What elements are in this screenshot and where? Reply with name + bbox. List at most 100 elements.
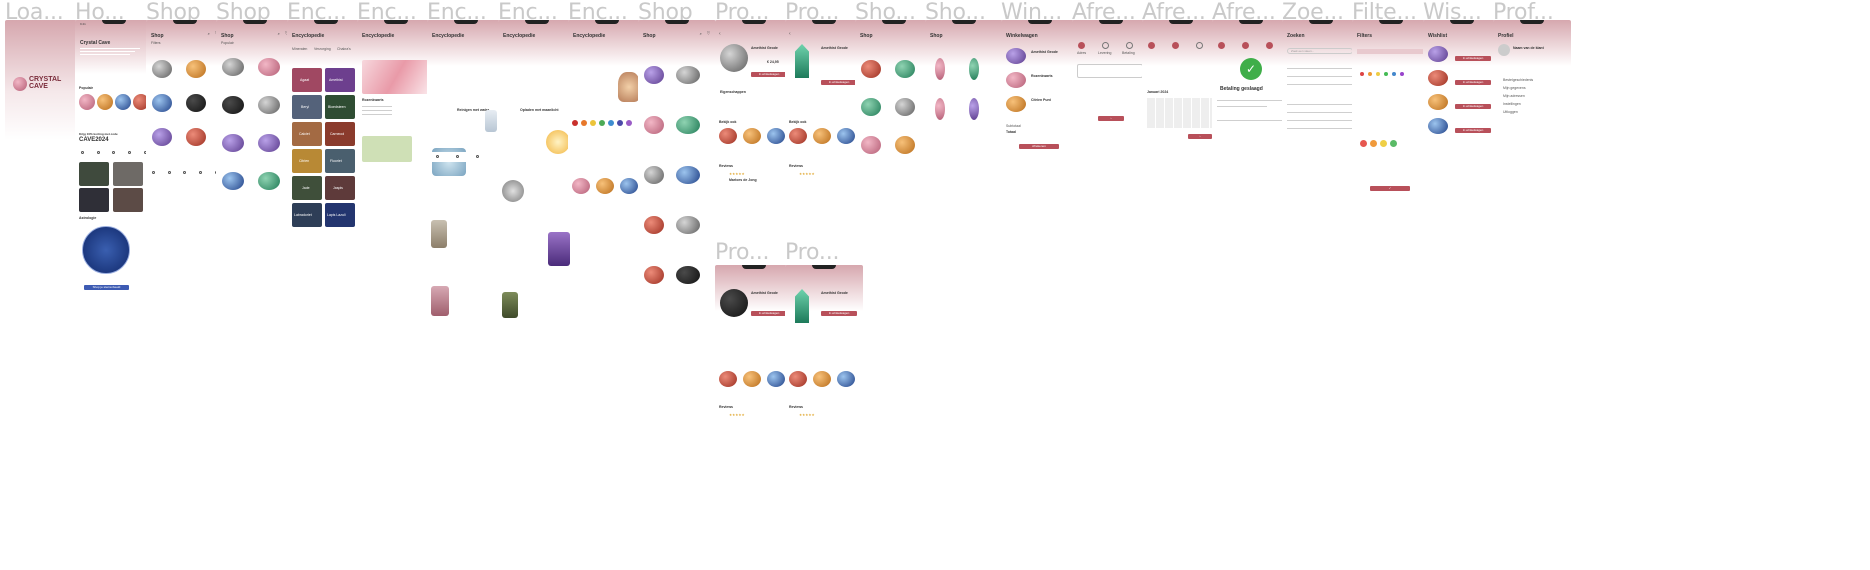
add-to-cart-button[interactable]: In winkelwagen (821, 80, 857, 85)
apply-filters-button[interactable]: ✓ (1370, 186, 1410, 191)
mineral-tile[interactable]: Bloedsteen (325, 95, 355, 119)
profile-menu-item[interactable]: Mijn gegevens (1503, 86, 1526, 90)
nav-wishlist[interactable] (128, 151, 132, 155)
product-image[interactable] (676, 66, 700, 84)
back-icon[interactable]: ‹ (789, 31, 791, 37)
color-swatch[interactable] (1400, 72, 1404, 76)
product-image[interactable] (596, 178, 614, 194)
header-icons[interactable]: ⌕ ♡ (277, 31, 290, 36)
profile-menu-item[interactable]: Bestelgeschiedenis (1503, 78, 1534, 82)
product-image[interactable] (861, 98, 881, 116)
add-to-cart-button[interactable]: In winkelwagen (1455, 80, 1491, 85)
mineral-tile[interactable]: Lapis Lazuli (325, 203, 355, 227)
product-image[interactable] (644, 166, 664, 184)
price-range-slider[interactable] (1357, 44, 1423, 54)
chakra-filter[interactable] (1360, 140, 1367, 147)
product-thumb[interactable] (719, 128, 737, 144)
add-to-cart-button[interactable]: In winkelwagen (1455, 128, 1491, 133)
product-image[interactable] (222, 134, 244, 152)
product-image[interactable] (895, 60, 915, 78)
nav-wishlist[interactable] (199, 171, 203, 175)
category-card[interactable] (79, 162, 109, 186)
address-card[interactable] (1077, 64, 1143, 78)
mineral-tile[interactable]: Carneool (325, 122, 355, 146)
color-swatch[interactable] (1376, 72, 1380, 76)
product-thumb[interactable] (789, 128, 807, 144)
mineral-tile[interactable]: Jaspis (325, 176, 355, 200)
product-image[interactable] (152, 128, 172, 146)
tab-chakras[interactable]: Chakra's (337, 47, 351, 51)
product-image[interactable] (861, 136, 881, 154)
chakra-dot[interactable] (599, 120, 605, 126)
product-image[interactable] (572, 178, 590, 194)
profile-menu-item[interactable]: Mijn adressen (1503, 94, 1525, 98)
checkout-button[interactable]: Afrekenen (1019, 144, 1059, 149)
product-image[interactable] (186, 128, 206, 146)
product-image[interactable] (676, 116, 700, 134)
category-card[interactable] (113, 188, 143, 212)
mineral-tile[interactable]: Labradoriet (292, 203, 322, 227)
product-image[interactable] (186, 60, 206, 78)
wishlist-item-image[interactable] (1428, 118, 1448, 134)
product-image[interactable] (969, 58, 979, 80)
header-icons[interactable]: ⌕ ♡ (207, 31, 220, 36)
product-image[interactable] (895, 98, 915, 116)
product-thumb[interactable] (767, 128, 785, 144)
chakra-dot[interactable] (617, 120, 623, 126)
product-image[interactable] (644, 216, 664, 234)
search-input[interactable]: Zoek een steen... (1287, 48, 1353, 54)
product-image[interactable] (676, 266, 700, 284)
product-thumb[interactable] (133, 94, 149, 110)
product-thumb[interactable] (79, 94, 95, 110)
product-image[interactable] (644, 66, 664, 84)
mineral-tile[interactable]: Citrien (292, 149, 322, 173)
nav-shop[interactable] (167, 171, 171, 175)
nav-home[interactable] (152, 171, 156, 175)
color-swatch[interactable] (1392, 72, 1396, 76)
product-image[interactable] (258, 134, 280, 152)
product-image[interactable] (258, 58, 280, 76)
chakra-filter[interactable] (1390, 140, 1397, 147)
wishlist-item-image[interactable] (1428, 70, 1448, 86)
tab-care[interactable]: Verzorging (314, 47, 331, 51)
product-image[interactable] (258, 172, 280, 190)
product-thumb[interactable] (743, 371, 761, 387)
product-thumb[interactable] (813, 371, 831, 387)
product-thumb[interactable] (789, 371, 807, 387)
sort-label[interactable]: Populair (221, 41, 234, 45)
chakra-dot[interactable] (581, 120, 587, 126)
nav-info[interactable] (183, 171, 187, 175)
nav-home[interactable] (435, 155, 439, 159)
chakra-dot[interactable] (590, 120, 596, 126)
header-icons[interactable]: ⌕ ♡ (699, 31, 712, 36)
chakra-dot[interactable] (572, 120, 578, 126)
nav-info[interactable] (475, 155, 479, 159)
wishlist-item-image[interactable] (1428, 46, 1448, 62)
product-image[interactable] (186, 94, 206, 112)
add-to-cart-button[interactable]: In winkelwagen (1455, 56, 1491, 61)
category-card[interactable] (79, 188, 109, 212)
astro-shop-button[interactable]: Shop je sterrenbeeld (84, 285, 129, 290)
profile-menu-item[interactable]: Uitloggen (1503, 110, 1518, 114)
chakra-filter[interactable] (1380, 140, 1387, 147)
product-image[interactable] (152, 60, 172, 78)
product-thumb[interactable] (837, 128, 855, 144)
nav-info[interactable] (112, 151, 116, 155)
category-card[interactable] (113, 162, 143, 186)
product-thumb[interactable] (813, 128, 831, 144)
wishlist-item-image[interactable] (1428, 94, 1448, 110)
calendar-grid[interactable] (1147, 98, 1213, 128)
mineral-tile[interactable]: Calciet (292, 122, 322, 146)
chakra-dot[interactable] (608, 120, 614, 126)
chakra-filter[interactable] (1370, 140, 1377, 147)
nav-shop[interactable] (455, 155, 459, 159)
product-image[interactable] (935, 58, 945, 80)
color-swatch[interactable] (1360, 72, 1364, 76)
nav-home[interactable] (81, 151, 85, 155)
product-image[interactable] (969, 98, 979, 120)
product-image[interactable] (895, 136, 915, 154)
next-button[interactable]: › (1098, 116, 1124, 121)
chakra-dot[interactable] (626, 120, 632, 126)
add-to-cart-button[interactable]: In winkelwagen (751, 311, 787, 316)
color-swatch[interactable] (1384, 72, 1388, 76)
